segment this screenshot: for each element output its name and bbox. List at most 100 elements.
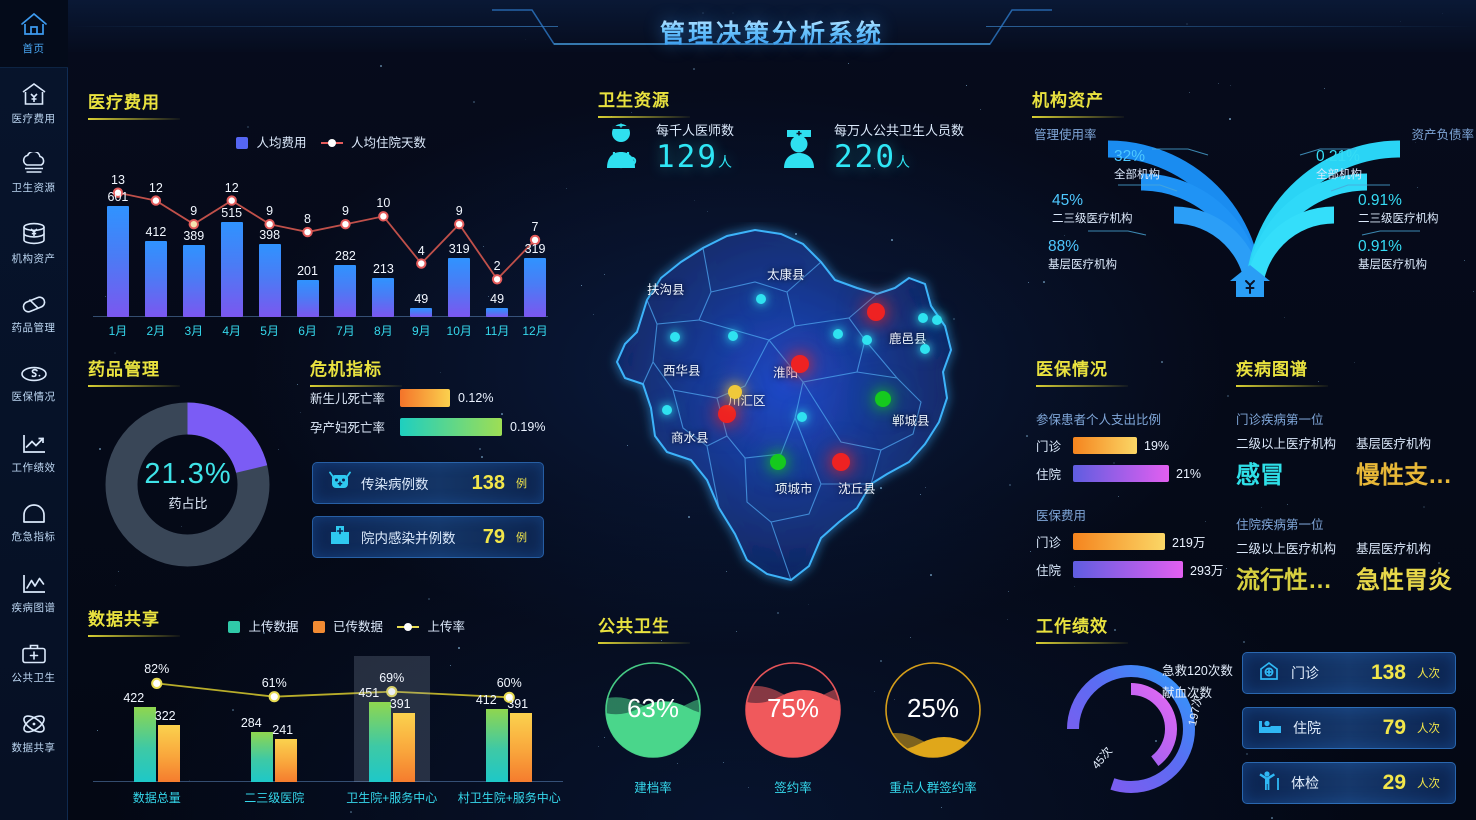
- title-underline: [598, 642, 690, 644]
- sidebar-item-disease-map[interactable]: 疾病图谱: [0, 558, 68, 628]
- bar-uploaded: [158, 725, 180, 782]
- stat-card-label: 门诊: [1291, 663, 1319, 683]
- map-marker[interactable]: [833, 329, 843, 339]
- bar: [448, 258, 470, 317]
- map-region-label[interactable]: 太康县: [767, 264, 805, 283]
- crisis-card-infection-cases[interactable]: 传染病例数 138 例: [312, 462, 544, 504]
- disease-panel: 疾病图谱 门诊疾病第一位 二级以上医疗机构 感冒 基层医疗机构 慢性支… 住院疾…: [1236, 355, 1476, 590]
- insurance-group2-title: 医保费用: [1036, 505, 1251, 524]
- insurance-row: 门诊 19%: [1036, 436, 1251, 455]
- liquid-gauge-label: 重点人群签约率: [858, 777, 1008, 796]
- map-marker[interactable]: [791, 355, 809, 373]
- map-marker[interactable]: [832, 453, 850, 471]
- sidebar-item-label: 公共卫生: [12, 670, 56, 685]
- crisis-bar-track: [400, 389, 450, 407]
- crisis-card-nosocomial-infection[interactable]: 院内感染并例数 79 例: [312, 516, 544, 558]
- section-title: 工作绩效: [1036, 612, 1476, 637]
- sidebar-item-home[interactable]: 首页: [0, 0, 68, 68]
- medical-cost-panel: 医疗费用 人均费用 人均住院天数 601 1月 412 2月 389 3月 515 4月 398…: [88, 88, 558, 343]
- asset-pct: 88%: [1048, 238, 1117, 256]
- bar: [221, 222, 243, 317]
- region-map[interactable]: 扶沟县 太康县 西华县 淮阳 川汇区 商水县 鹿邑县 郸城县 项城市 沈丘县: [595, 222, 985, 592]
- section-title: 机构资产: [1032, 86, 1476, 111]
- map-marker[interactable]: [797, 412, 807, 422]
- bar-value-label: 451: [345, 686, 393, 700]
- map-marker[interactable]: [920, 344, 930, 354]
- sidebar-item-performance[interactable]: 工作绩效: [0, 418, 68, 488]
- sidebar-item-label: 机构资产: [12, 251, 56, 266]
- sidebar-item-data-share[interactable]: 数据共享: [0, 698, 68, 768]
- bar-uploaded: [510, 713, 532, 782]
- map-marker[interactable]: [867, 303, 885, 321]
- x-axis-label: 村卫生院+服务中心: [445, 789, 573, 806]
- disease-item-head: 二级以上医疗机构: [1236, 433, 1342, 452]
- x-axis-label: 卫生院+服务中心: [328, 789, 456, 806]
- crisis-bar-label: 新生儿死亡率: [310, 388, 392, 407]
- bar-value-label: 49: [473, 292, 521, 306]
- map-region-label[interactable]: 西华县: [663, 360, 701, 379]
- public-health-gauges: 63% 建档率 75% 签约率 25% 重点人群签约率: [598, 652, 998, 812]
- disease-item-head: 基层医疗机构: [1356, 538, 1466, 557]
- disease-item-value: 感冒: [1236, 455, 1342, 490]
- crisis-bar-label: 孕产妇死亡率: [310, 417, 392, 436]
- map-marker[interactable]: [862, 335, 872, 345]
- disease-item-value: 慢性支…: [1356, 455, 1466, 490]
- sidebar-item-institution-asset[interactable]: 机构资产: [0, 208, 68, 278]
- map-marker[interactable]: [718, 405, 736, 423]
- map-marker[interactable]: [662, 405, 672, 415]
- sidebar-item-health-resource[interactable]: 卫生资源: [0, 138, 68, 208]
- map-region-label[interactable]: 项城市: [775, 478, 813, 497]
- map-marker[interactable]: [756, 294, 766, 304]
- sidebar-item-public-health[interactable]: 公共卫生: [0, 628, 68, 698]
- work-performance-panel: 工作绩效 急救120次数 献血次数 197次 45次: [1036, 612, 1476, 817]
- page-title: 管理决策分析系统: [660, 14, 884, 50]
- virus-icon: [329, 471, 351, 496]
- map-marker[interactable]: [770, 454, 786, 470]
- map-marker[interactable]: [918, 313, 928, 323]
- map-marker[interactable]: [875, 391, 891, 407]
- insurance-row-label: 门诊: [1036, 436, 1066, 455]
- doctor-icon: [598, 120, 644, 175]
- sidebar-item-medical-cost[interactable]: 医疗费用: [0, 68, 68, 138]
- map-marker[interactable]: [728, 331, 738, 341]
- disease-item-head: 基层医疗机构: [1356, 433, 1466, 452]
- title-underline: [1036, 642, 1128, 644]
- legend-item-upload: 上传数据: [228, 616, 299, 635]
- hospital-icon: [329, 524, 351, 551]
- asset-pct: 45%: [1052, 192, 1133, 210]
- bar: [183, 245, 205, 317]
- health-resource-panel: 卫生资源 每千人医师数 129人: [598, 86, 998, 206]
- section-title: 医保情况: [1036, 355, 1251, 380]
- map-region-label[interactable]: 郸城县: [892, 410, 930, 429]
- liquid-gauge-label: 签约率: [718, 777, 868, 796]
- stat-card-outpatient[interactable]: 门诊 138 人次: [1242, 652, 1456, 694]
- crisis-bar-row: 新生儿死亡率 0.12%: [310, 388, 560, 407]
- stat-card-inpatient[interactable]: 住院 79 人次: [1242, 707, 1456, 749]
- map-region-label[interactable]: 商水县: [671, 427, 709, 446]
- bar-value-label: 398: [246, 228, 294, 242]
- line-value-label: 12: [210, 181, 254, 195]
- crisis-card-value: 79: [483, 526, 505, 549]
- legend-label: 人均费用: [256, 136, 306, 150]
- crisis-bar-track: [400, 418, 502, 436]
- map-marker[interactable]: [670, 332, 680, 342]
- line-value-label: 9: [172, 204, 216, 218]
- sidebar-item-drug-management[interactable]: 药品管理: [0, 278, 68, 348]
- map-region-label[interactable]: 沈丘县: [838, 478, 876, 497]
- checkup-icon: [1258, 770, 1280, 797]
- sidebar-item-label: 首页: [23, 41, 45, 56]
- drug-ratio-value: 21.3%: [108, 458, 268, 491]
- crisis-bar-value: 0.12%: [458, 391, 493, 405]
- disease-item-value: 急性胃炎: [1356, 560, 1466, 595]
- insurance-bar: [1073, 561, 1183, 578]
- stat-card-checkup[interactable]: 体检 29 人次: [1242, 762, 1456, 804]
- legend-item-bar: 人均费用: [236, 132, 307, 151]
- map-region-label[interactable]: 扶沟县: [647, 279, 685, 298]
- institution-asset-icon: [20, 221, 48, 247]
- sidebar-item-insurance[interactable]: 医保情况: [0, 348, 68, 418]
- crisis-card-label: 传染病例数: [361, 473, 429, 493]
- map-marker[interactable]: [728, 385, 742, 399]
- map-marker[interactable]: [932, 315, 942, 325]
- sidebar-item-crisis-indicator[interactable]: 危急指标: [0, 488, 68, 558]
- asset-pct: 0.91%: [1358, 238, 1427, 256]
